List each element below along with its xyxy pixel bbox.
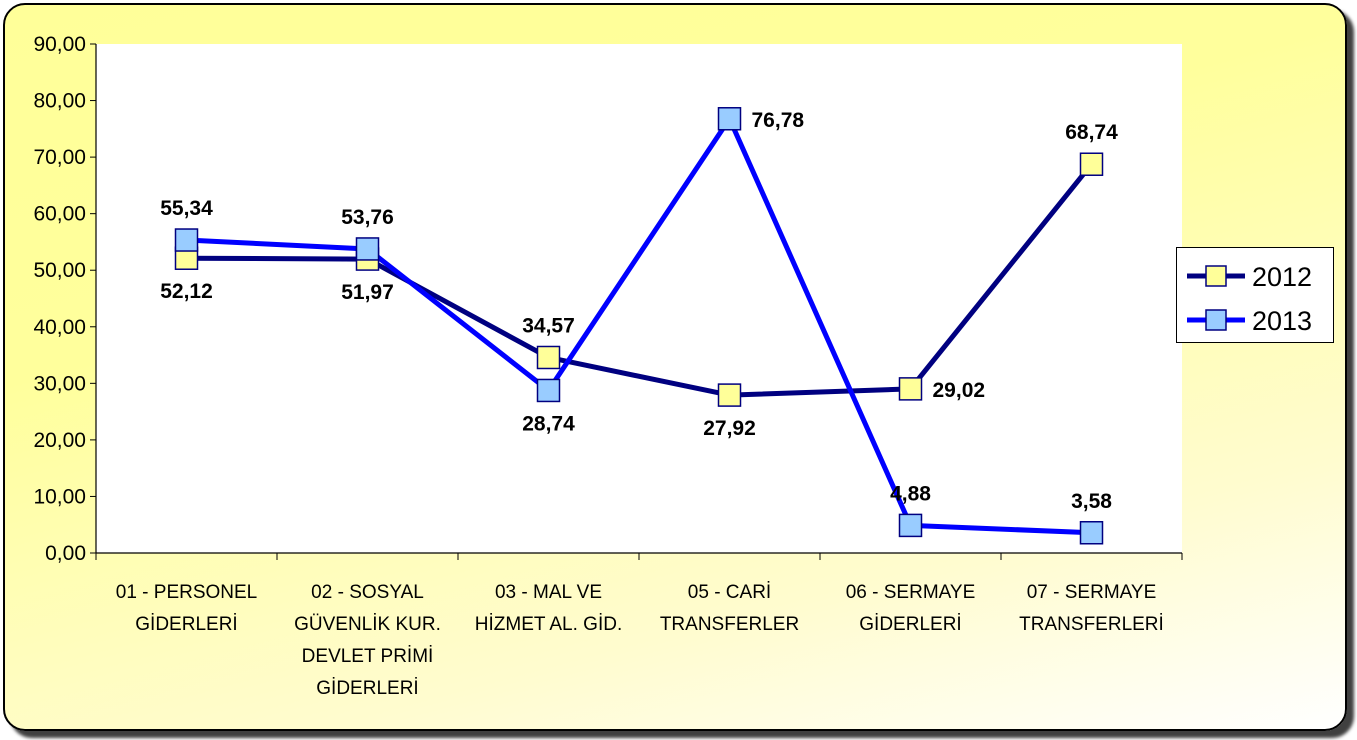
legend-item-2013: 2013 <box>1177 300 1335 340</box>
axes: 0,00 10,00 20,00 30,00 40,00 50,00 60,00 70,00 8… <box>33 33 1183 699</box>
y-tick-label: 70,00 <box>33 146 86 169</box>
y-tick-label: 30,00 <box>33 372 86 395</box>
plot-area <box>96 44 1182 553</box>
y-tick-label: 50,00 <box>33 259 86 282</box>
data-label-2012: 52,12 <box>160 280 213 303</box>
x-tick-label: 06 - SERMAYE GİDERLERİ <box>846 582 976 635</box>
x-tick-label: 02 - SOSYAL GÜVENLİK KUR. DEVLET PRİMİ GİDE… <box>294 582 441 699</box>
series-line-2013 <box>186 116 1092 536</box>
data-labels: 52,12 51,97 34,57 27,92 29,02 68,74 55,34 53,76… <box>160 109 1118 513</box>
data-point-2012 <box>717 383 742 407</box>
data-label-2013: 4,88 <box>890 482 931 505</box>
legend-item-2012: 2012 <box>1177 256 1335 296</box>
data-label-2012: 27,92 <box>703 417 756 440</box>
series-markers <box>174 107 1104 545</box>
legend-label-2013: 2013 <box>1252 306 1313 336</box>
series-lines <box>186 116 1094 536</box>
data-point-2013 <box>898 513 923 538</box>
data-label-2012: 29,02 <box>933 379 986 402</box>
y-tick-label: 10,00 <box>33 485 86 508</box>
data-point-2013 <box>536 378 561 403</box>
y-tick-label: 20,00 <box>33 429 86 452</box>
legend-label-2012: 2012 <box>1252 262 1313 292</box>
y-tick-label: 0,00 <box>45 542 86 565</box>
legend-swatch-2013-icon <box>1187 309 1245 331</box>
legend-swatch-2012-icon <box>1187 265 1245 287</box>
x-tick-label: 01 - PERSONEL GİDERLERİ <box>116 582 258 635</box>
y-tick-label: 80,00 <box>33 90 86 113</box>
data-point-2012 <box>898 377 923 401</box>
legend: 2012 2013 <box>1176 247 1334 343</box>
x-tick-label: 07 - SERMAYE TRANSFERLERİ <box>1019 582 1164 635</box>
data-point-2012 <box>536 345 561 370</box>
data-label-2013: 53,76 <box>341 206 394 229</box>
data-point-2012 <box>1079 152 1104 176</box>
x-tick-label: 03 - MAL VE HİZMET AL. GİD. <box>475 582 622 635</box>
data-point-2013 <box>355 237 380 261</box>
data-point-2013 <box>174 228 199 252</box>
y-tick-label: 60,00 <box>33 203 86 226</box>
data-label-2012: 68,74 <box>1065 121 1118 144</box>
data-label-2013: 55,34 <box>160 197 213 220</box>
x-tick-label: 05 - CARİ TRANSFERLER <box>660 582 799 635</box>
data-label-2013: 3,58 <box>1071 490 1112 513</box>
data-point-2013 <box>1079 521 1104 545</box>
data-label-2013: 28,74 <box>522 412 575 435</box>
y-tick-label: 40,00 <box>33 316 86 339</box>
data-label-2012: 51,97 <box>341 281 394 304</box>
series-line-2012 <box>186 162 1094 398</box>
data-point-2013 <box>717 107 742 131</box>
y-tick-label: 90,00 <box>33 33 86 56</box>
data-label-2012: 34,57 <box>522 314 575 337</box>
data-label-2013: 76,78 <box>752 109 805 132</box>
